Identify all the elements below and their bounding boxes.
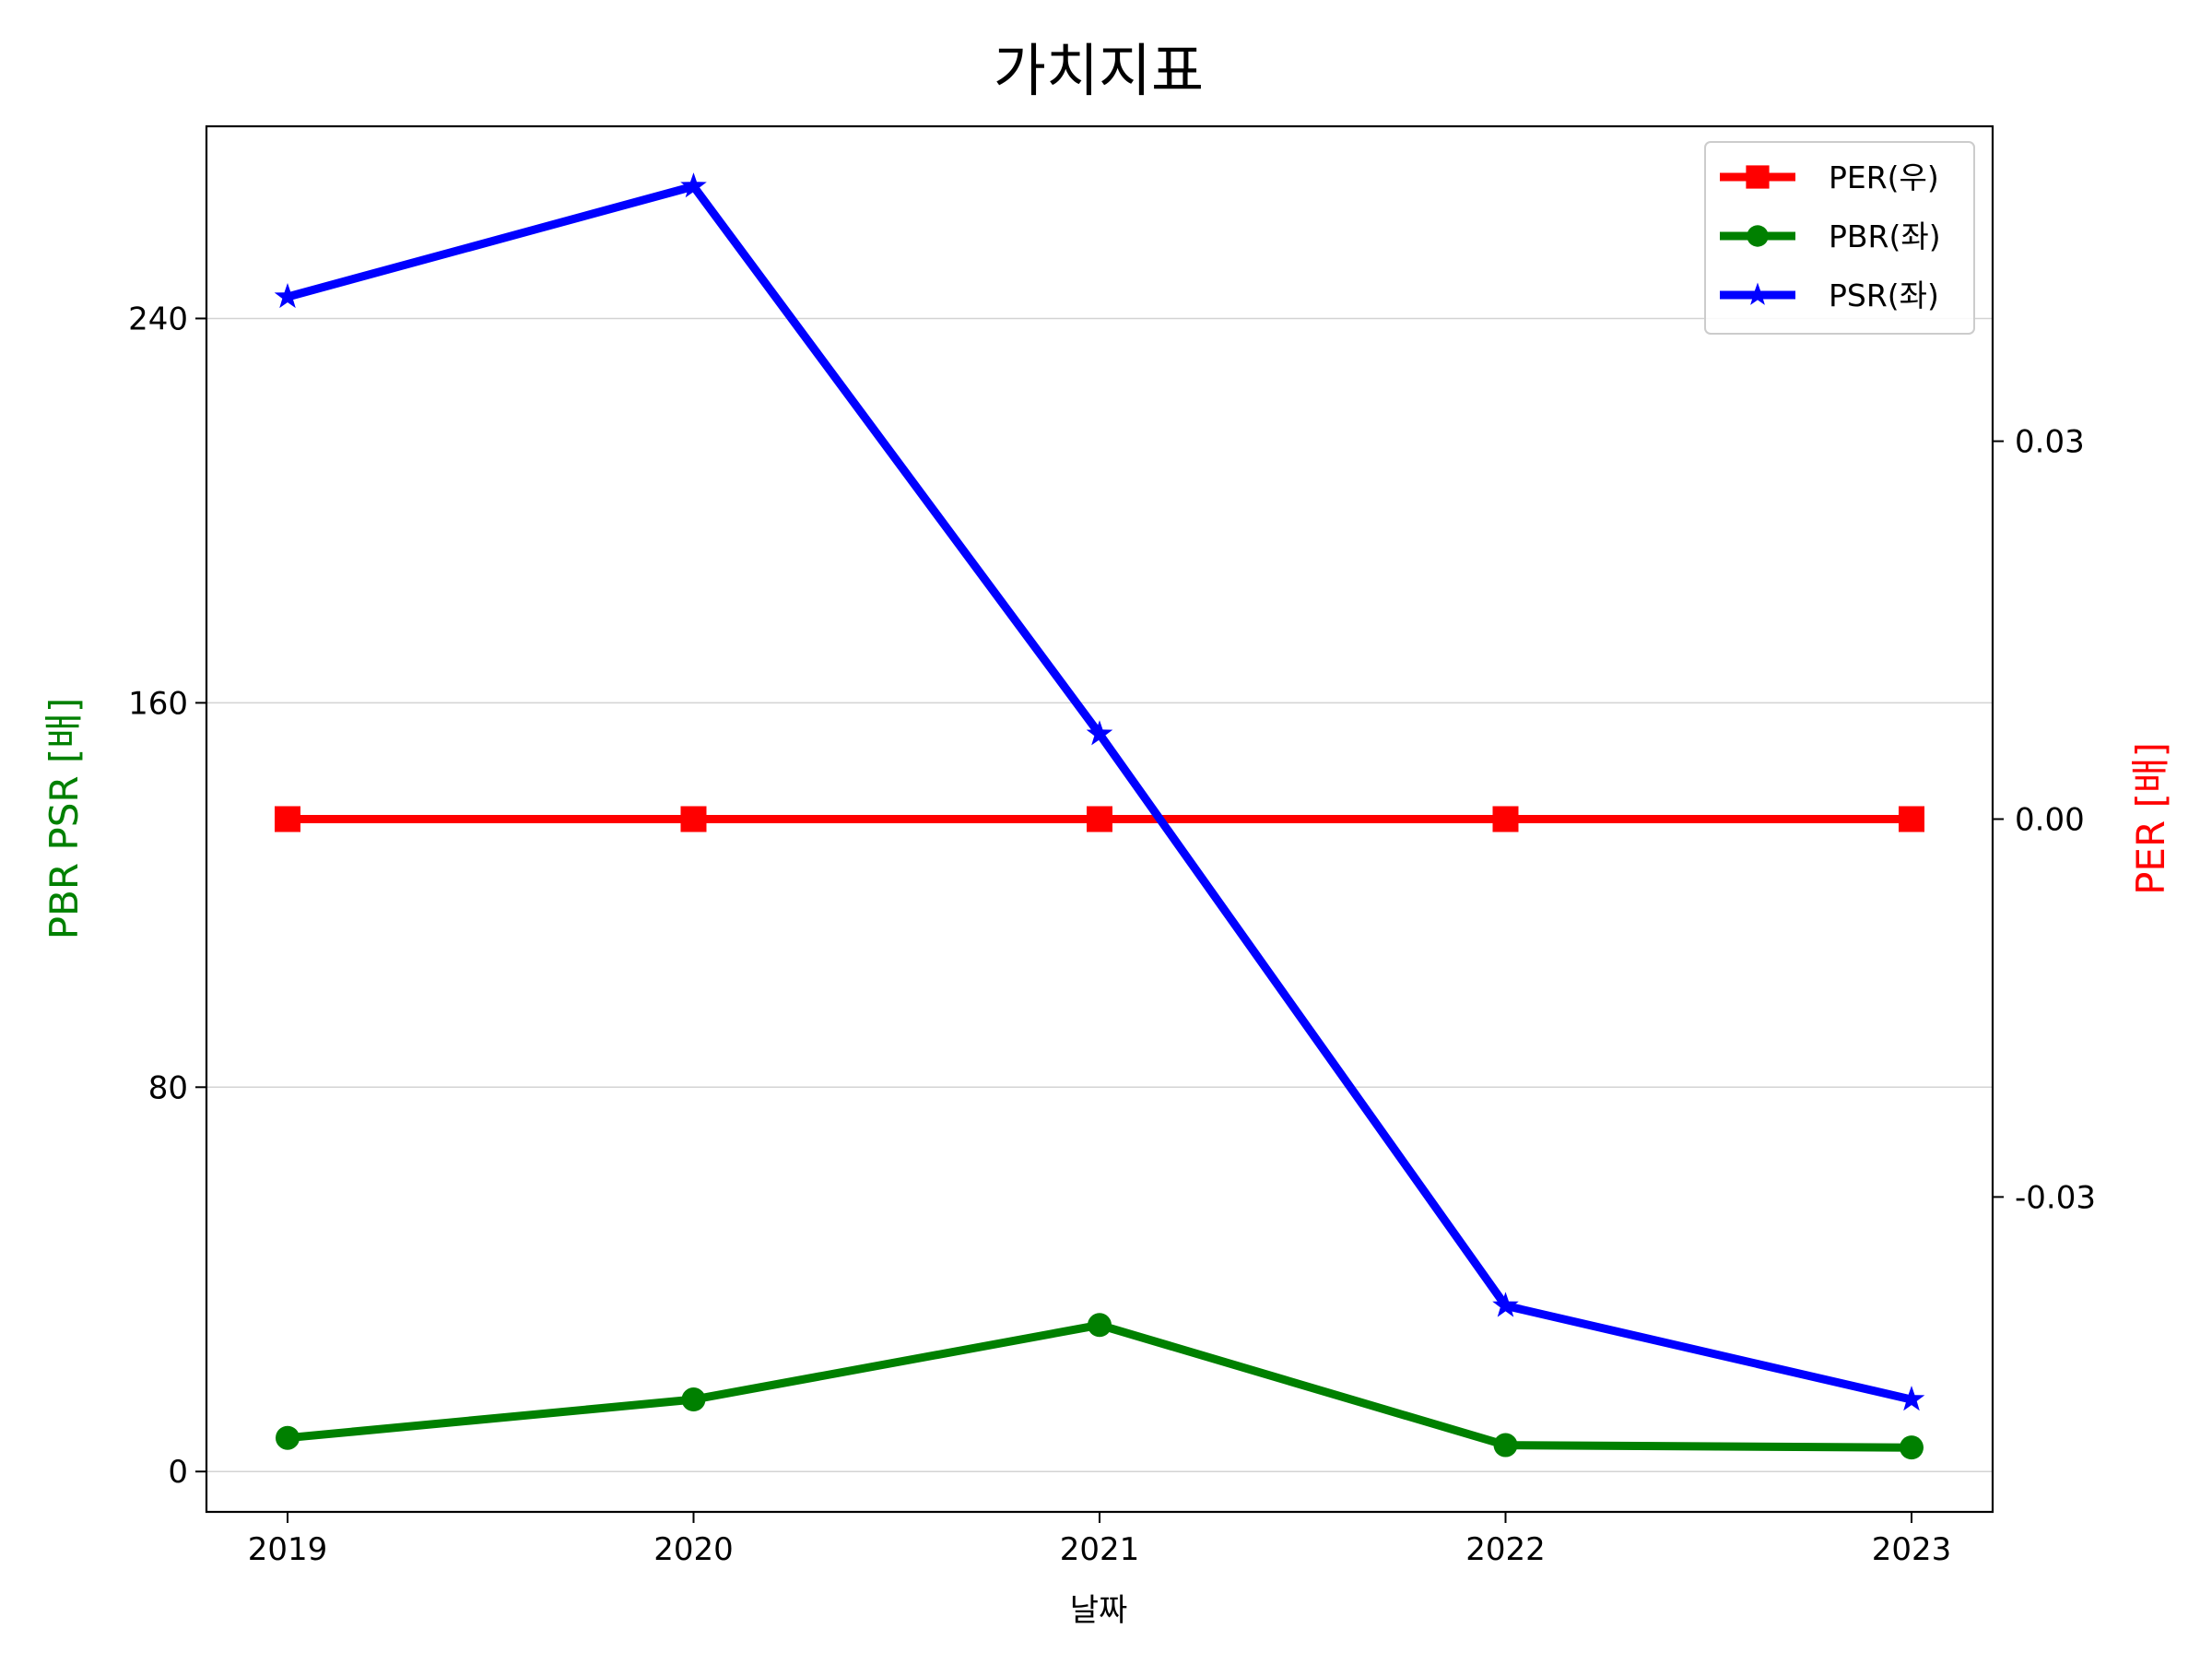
- right-y-tick-label: -0.03: [2015, 1179, 2096, 1216]
- data-point-circle: [276, 1425, 300, 1450]
- x-tick-label: 2021: [1060, 1531, 1140, 1568]
- legend-label: PSR(좌): [1829, 277, 1939, 313]
- data-point-square: [1899, 806, 1924, 832]
- left-y-tick-label: 80: [148, 1069, 188, 1106]
- x-tick-label: 2019: [248, 1531, 328, 1568]
- series-PSR(좌): [274, 172, 1925, 1411]
- data-point-star: [1746, 282, 1770, 305]
- data-point-star: [680, 172, 707, 198]
- data-point-star: [1898, 1386, 1925, 1411]
- data-point-circle: [1088, 1313, 1112, 1338]
- data-point-star: [1086, 720, 1113, 746]
- x-tick-label: 2022: [1465, 1531, 1546, 1568]
- data-point-circle: [1493, 1433, 1518, 1457]
- series-layer: [274, 172, 1925, 1460]
- legend-item: PER(우): [1720, 159, 1939, 195]
- chart-title: 가치지표: [994, 37, 1204, 104]
- data-point-square: [680, 806, 707, 832]
- legend-box: [1704, 141, 1975, 335]
- data-point-star: [274, 283, 301, 309]
- x-tick-label: 2020: [653, 1531, 734, 1568]
- data-point-square: [1087, 806, 1112, 832]
- left-y-axis-label: PBR PSR [배]: [41, 698, 87, 940]
- right-y-tick-label: 0.00: [2015, 802, 2085, 839]
- left-y-tick-label: 0: [168, 1454, 188, 1491]
- right-y-tick-label: 0.03: [2015, 424, 2085, 461]
- legend-label: PER(우): [1829, 159, 1939, 195]
- data-point-circle: [681, 1387, 706, 1412]
- left-y-tick-label: 160: [128, 685, 188, 722]
- grid-lines: [206, 317, 1993, 1472]
- axes-layer: 2019 2020 2021 2022 2023 0 80 160 240 0.03 0.00 -0.…: [128, 301, 2096, 1568]
- data-point-square: [1492, 806, 1519, 832]
- legend: PER(우) PBR(좌) PSR(좌): [1704, 141, 1975, 335]
- data-point-star: [1492, 1292, 1519, 1317]
- legend-item: PSR(좌): [1720, 277, 1939, 313]
- x-tick-label: 2023: [1872, 1531, 1952, 1568]
- legend-label: PBR(좌): [1829, 218, 1941, 254]
- right-y-axis-label: PER [배]: [2128, 742, 2173, 895]
- data-point-circle: [1900, 1435, 1924, 1460]
- series-PBR(좌): [276, 1313, 1924, 1460]
- series-PER(우): [275, 806, 1924, 832]
- left-y-tick-label: 240: [128, 301, 188, 337]
- data-point-square: [1746, 165, 1770, 189]
- data-point-circle: [1747, 225, 1769, 247]
- x-axis-label: 날짜: [1070, 1592, 1128, 1629]
- legend-item: PBR(좌): [1720, 218, 1941, 254]
- data-point-square: [275, 806, 300, 832]
